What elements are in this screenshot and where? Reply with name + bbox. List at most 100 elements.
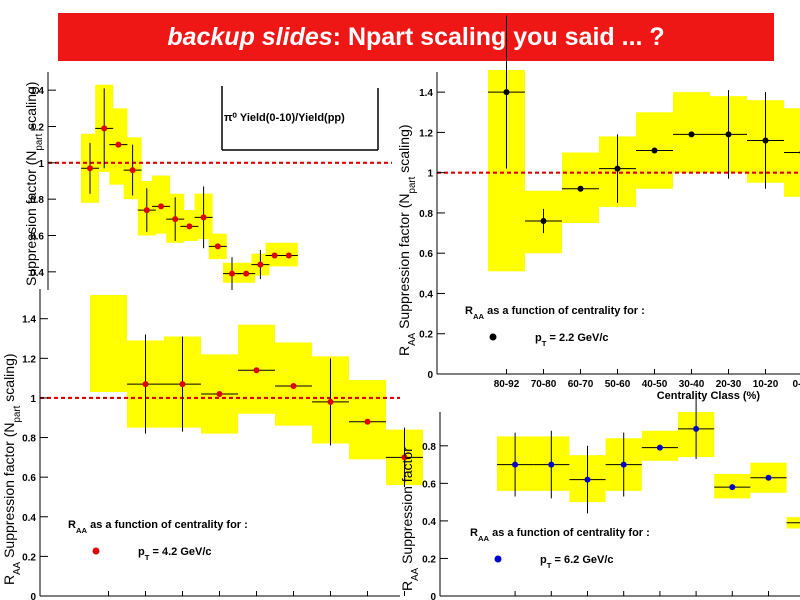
data-point-3 [620, 461, 627, 468]
uncertainty-bands [488, 69, 800, 272]
x-tick-label: 70-80 [531, 379, 557, 390]
y-axis-label: RAA Suppression factor [399, 447, 421, 591]
y-tick-label: 0.4 [22, 513, 36, 524]
data-point-5 [688, 131, 695, 138]
data-point-1 [101, 125, 108, 132]
legend-marker [92, 547, 100, 555]
y-tick-label: 1.4 [22, 315, 36, 326]
y-axis-label: RAA Suppression factor (Npart scaling) [396, 124, 418, 356]
data-point-7 [762, 137, 769, 144]
legend-entry: pT = 4.2 GeV/c [138, 546, 212, 562]
y-tick-label: 1 [38, 159, 44, 170]
y-tick-label: 0.2 [22, 552, 36, 563]
data-point-6 [725, 131, 732, 138]
data-point-1 [548, 461, 555, 468]
data-point-14 [285, 252, 292, 259]
y-tick-label: 1.2 [30, 123, 44, 134]
data-point-1 [142, 381, 149, 388]
data-points [488, 15, 800, 234]
x-axis-label: Centrality Class (%) [657, 390, 761, 402]
data-point-6 [729, 484, 736, 491]
data-point-3 [129, 167, 136, 174]
data-point-3 [216, 390, 223, 397]
y-tick-label: 0 [30, 592, 36, 600]
x-tick-label: 0-10 [792, 379, 800, 390]
data-point-5 [158, 203, 164, 210]
y-tick-label: 0.8 [422, 442, 436, 453]
y-tick-label: 1.2 [22, 354, 36, 365]
data-point-5 [693, 425, 700, 432]
data-point-10 [229, 270, 235, 277]
x-tick-label: 10-20 [753, 379, 779, 390]
y-tick-label: 0.6 [22, 473, 36, 484]
data-point-6 [327, 398, 334, 405]
uncertainty-bands [497, 412, 800, 529]
x-tick-label: 30-40 [679, 379, 705, 390]
data-point-5 [290, 383, 297, 390]
y-tick-label: 1 [427, 169, 433, 180]
data-point-2 [577, 185, 584, 192]
data-point-0 [503, 89, 510, 96]
data-point-8 [401, 454, 408, 461]
legend-marker [489, 333, 497, 341]
y-tick-label: 1.4 [419, 88, 433, 99]
data-point-6 [172, 216, 179, 223]
data-point-4 [656, 444, 663, 451]
data-points [81, 88, 298, 290]
x-tick-label: 60-70 [568, 379, 594, 390]
slide-title-italic: backup slides [167, 22, 333, 51]
chart-bottom-left: 00.20.40.60.811.21.480-9270-8060-7050-60… [1, 289, 423, 600]
legend-entry: pT = 6.2 GeV/c [540, 554, 614, 570]
legend-entry: pT = 2.2 GeV/c [535, 332, 609, 348]
data-point-11 [243, 270, 250, 277]
data-point-2 [179, 381, 186, 388]
y-tick-label: 0.8 [22, 434, 36, 445]
y-tick-label: 0.2 [422, 554, 436, 565]
slide-title-banner: backup slides: Npart scaling you said ..… [58, 13, 774, 61]
y-tick-label: 1 [30, 394, 36, 405]
data-point-7 [765, 474, 772, 481]
y-tick-label: 1.2 [419, 128, 433, 139]
data-point-4 [651, 147, 658, 154]
x-tick-label: 80-92 [494, 379, 520, 390]
data-point-9 [214, 243, 221, 250]
data-point-7 [364, 418, 371, 425]
uncertainty-bands [90, 294, 423, 486]
x-tick-label: 20-30 [716, 379, 742, 390]
legend-marker [494, 555, 502, 563]
y-tick-label: 0.6 [419, 249, 433, 260]
y-axis-label: Suppression factor (Npart scaling) [23, 82, 45, 286]
band-0 [90, 294, 127, 392]
data-points [127, 334, 423, 488]
legend-text: π⁰ Yield(0-10)/Yield(pp) [224, 112, 345, 124]
y-axis-label: RAA Suppression factor (Npart scaling) [1, 353, 23, 585]
y-tick-label: 0.8 [30, 195, 44, 206]
y-tick-label: 0.6 [422, 479, 436, 490]
data-point-13 [271, 252, 278, 259]
y-tick-label: 0.4 [30, 268, 44, 279]
slide-title-rest: : Npart scaling you said ... ? [332, 22, 665, 51]
data-point-0 [512, 461, 519, 468]
y-tick-label: 0.4 [422, 517, 436, 528]
data-point-8 [200, 214, 207, 221]
y-tick-label: 0.2 [419, 330, 433, 341]
data-point-1 [540, 217, 547, 224]
x-tick-label: 40-50 [642, 379, 668, 390]
data-points [497, 398, 800, 524]
data-point-3 [614, 165, 621, 172]
y-tick-label: 1.4 [30, 86, 44, 97]
data-point-4 [253, 367, 260, 374]
data-point-7 [186, 223, 193, 230]
y-tick-label: 0.8 [419, 209, 433, 220]
data-point-4 [143, 207, 150, 214]
x-tick-label: 50-60 [605, 379, 631, 390]
y-tick-label: 0 [427, 370, 433, 381]
data-point-2 [115, 141, 122, 148]
data-point-2 [584, 476, 591, 483]
chart-top-right: 0 0.2 0.4 0.6 0.8 1 1.2 1.4 80-92 70-80 60-70 50-60… [396, 15, 800, 402]
legend-title: RAA as a function of centrality for : [470, 527, 650, 543]
y-tick-label: 0.4 [419, 289, 433, 300]
chart-bottom-right: 00.20.40.60.880-9270-8060-7050-6040-5030… [399, 398, 800, 600]
y-tick-label: 0.6 [30, 232, 44, 243]
